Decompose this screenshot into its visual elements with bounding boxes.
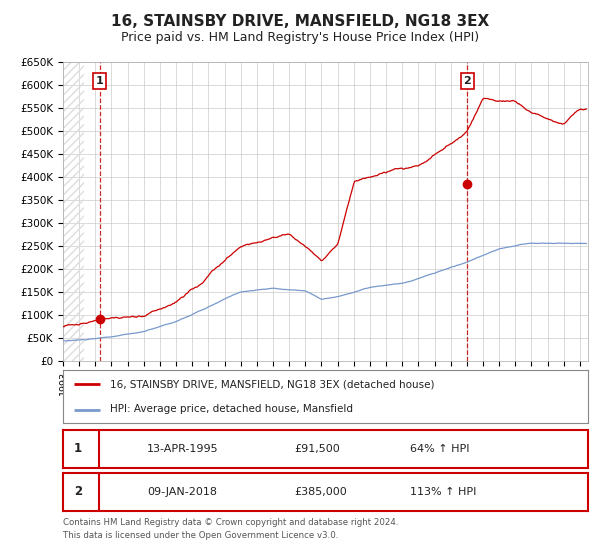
Text: 09-JAN-2018: 09-JAN-2018 — [147, 487, 217, 497]
Text: £91,500: £91,500 — [294, 444, 340, 454]
Text: £385,000: £385,000 — [294, 487, 347, 497]
Text: 16, STAINSBY DRIVE, MANSFIELD, NG18 3EX (detached house): 16, STAINSBY DRIVE, MANSFIELD, NG18 3EX … — [110, 380, 435, 390]
Text: This data is licensed under the Open Government Licence v3.0.: This data is licensed under the Open Gov… — [63, 531, 338, 540]
Text: 2: 2 — [74, 485, 82, 498]
Bar — [63, 62, 84, 361]
Text: 1: 1 — [96, 76, 104, 86]
Text: 64% ↑ HPI: 64% ↑ HPI — [409, 444, 469, 454]
Text: 1: 1 — [74, 442, 82, 455]
Text: 16, STAINSBY DRIVE, MANSFIELD, NG18 3EX: 16, STAINSBY DRIVE, MANSFIELD, NG18 3EX — [111, 14, 489, 29]
Text: 2: 2 — [463, 76, 471, 86]
Text: HPI: Average price, detached house, Mansfield: HPI: Average price, detached house, Mans… — [110, 404, 353, 414]
Text: 113% ↑ HPI: 113% ↑ HPI — [409, 487, 476, 497]
Text: Price paid vs. HM Land Registry's House Price Index (HPI): Price paid vs. HM Land Registry's House … — [121, 31, 479, 44]
Text: 13-APR-1995: 13-APR-1995 — [147, 444, 218, 454]
Text: Contains HM Land Registry data © Crown copyright and database right 2024.: Contains HM Land Registry data © Crown c… — [63, 518, 398, 527]
